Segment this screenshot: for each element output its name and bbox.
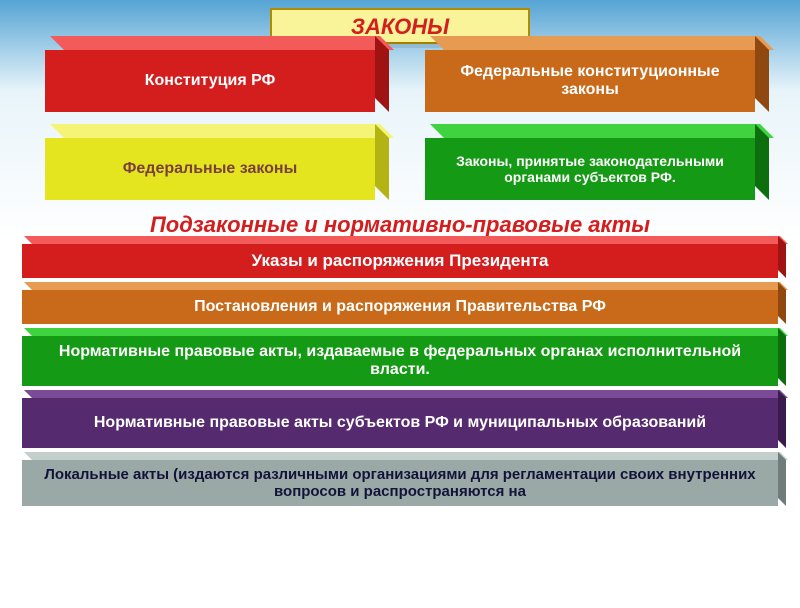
act-bar: Указы и распоряжения Президента <box>22 244 778 278</box>
top-row-1: Конституция РФ Федеральные конституционны… <box>0 50 800 112</box>
law-block-label: Законы, принятые законодательными органа… <box>435 153 745 185</box>
subtitle: Подзаконные и нормативно-правовые акты <box>0 212 800 238</box>
subtitle-text: Подзаконные и нормативно-правовые акты <box>150 212 650 237</box>
act-bar-label: Указы и распоряжения Президента <box>252 251 549 271</box>
act-bar-label: Нормативные правовые акты субъектов РФ и… <box>94 414 706 432</box>
act-bar: Нормативные правовые акты, издаваемые в … <box>22 336 778 386</box>
top-row-2: Федеральные законы Законы, принятые закон… <box>0 138 800 200</box>
law-block: Законы, принятые законодательными органа… <box>425 138 755 200</box>
law-block: Федеральные законы <box>45 138 375 200</box>
law-block-label: Конституция РФ <box>145 72 275 90</box>
act-bar-label: Нормативные правовые акты, издаваемые в … <box>42 343 758 379</box>
law-block: Федеральные конституционные законы <box>425 50 755 112</box>
act-bar: Локальные акты (издаются различными орга… <box>22 460 778 506</box>
act-bar: Нормативные правовые акты субъектов РФ и… <box>22 398 778 448</box>
bars-container: Указы и распоряжения Президента Постановл… <box>0 244 800 506</box>
act-bar-label: Локальные акты (издаются различными орга… <box>42 466 758 500</box>
law-block-label: Федеральные конституционные законы <box>435 63 745 100</box>
act-bar: Постановления и распоряжения Правительст… <box>22 290 778 324</box>
law-block: Конституция РФ <box>45 50 375 112</box>
act-bar-label: Постановления и распоряжения Правительст… <box>194 298 606 316</box>
law-block-label: Федеральные законы <box>123 160 298 178</box>
